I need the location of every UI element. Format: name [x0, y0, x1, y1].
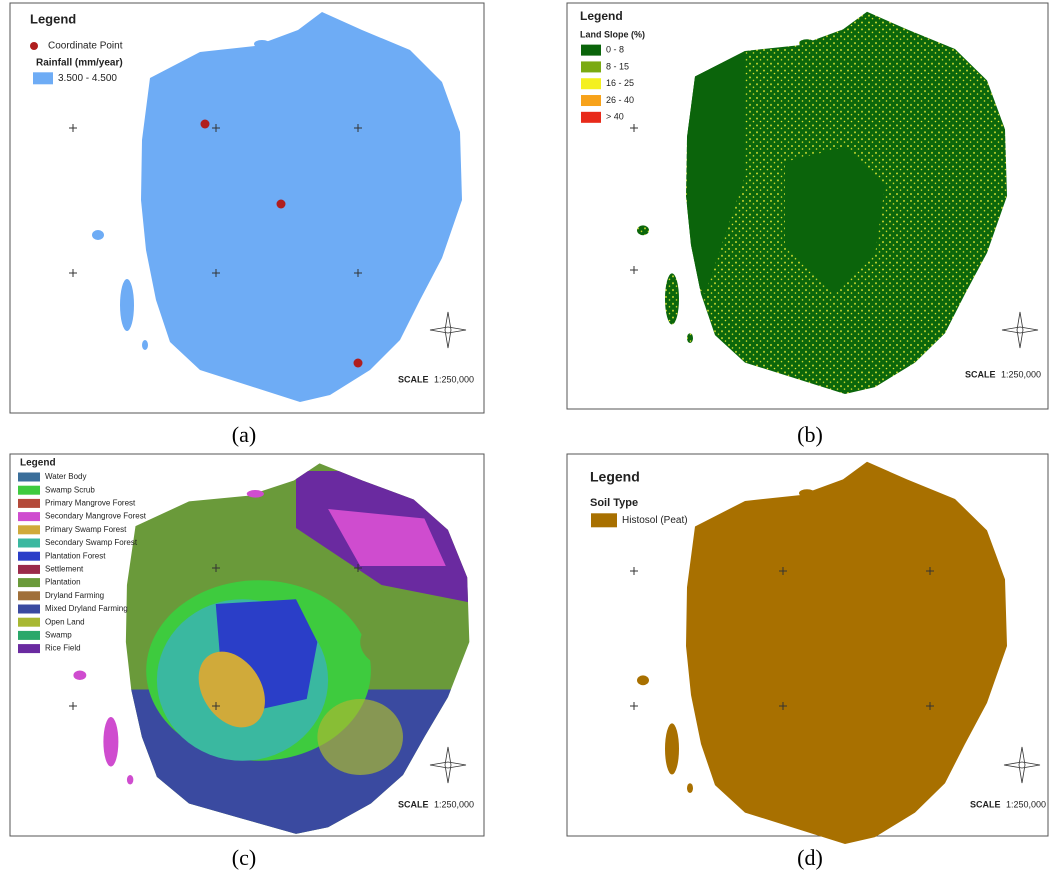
legend-label: 3.500 - 4.500: [58, 73, 117, 84]
legend-label: Histosol (Peat): [622, 515, 688, 526]
legend-swatch: [18, 499, 40, 508]
legend-title: Legend: [30, 11, 76, 26]
legend-label: > 40: [606, 112, 624, 122]
scale-label: SCALE: [398, 799, 429, 809]
legend-label: Water Body: [45, 472, 87, 481]
legend-label: Swamp Scrub: [45, 485, 95, 494]
legend-swatch: [18, 631, 40, 640]
legend-swatch: [18, 486, 40, 495]
legend-label: Secondary Mangrove Forest: [45, 512, 147, 521]
legend-label: Swamp: [45, 631, 72, 640]
legend-swatch: [18, 578, 40, 587]
legend-swatch: [18, 473, 40, 482]
legend-heading: Land Slope (%): [580, 29, 645, 39]
legend-label: 16 - 25: [606, 78, 634, 88]
legend-label: Plantation: [45, 578, 81, 587]
legend-label: 26 - 40: [606, 95, 634, 105]
legend-swatch: [581, 45, 601, 56]
legend-swatch: [591, 513, 617, 527]
scale-ratio: 1:250,000: [434, 799, 474, 809]
legend-label: Mixed Dryland Farming: [45, 604, 128, 613]
caption: (d): [797, 845, 823, 870]
figure: (a) Legend Coordinate Point Rainfall (mm/ye…: [0, 0, 1051, 877]
legend-swatch: [18, 525, 40, 534]
legend-heading: Rainfall (mm/year): [36, 58, 123, 69]
legend-label: Coordinate Point: [48, 41, 123, 52]
scale-label: SCALE: [970, 799, 1001, 809]
legend-swatch: [18, 565, 40, 574]
legend-swatch: [33, 72, 53, 84]
scale-ratio: 1:250,000: [1006, 799, 1046, 809]
legend-swatch: [581, 95, 601, 106]
caption: (c): [232, 845, 256, 870]
legend-swatch: [581, 78, 601, 89]
legend-label: Primary Swamp Forest: [45, 525, 127, 534]
legend-label: Rice Field: [45, 644, 81, 653]
legend-swatch: [18, 552, 40, 561]
legend-label: Settlement: [45, 565, 84, 574]
legend-label: 8 - 15: [606, 61, 629, 71]
scale-label: SCALE: [398, 374, 429, 384]
legend-label: Secondary Swamp Forest: [45, 538, 138, 547]
legend-title: Legend: [20, 458, 56, 469]
legend-swatch: [18, 644, 40, 653]
legend-label: 0 - 8: [606, 44, 624, 54]
legend-title: Legend: [590, 469, 640, 485]
caption: (b): [797, 422, 823, 447]
legend-swatch: [581, 61, 601, 72]
legend-point: [30, 42, 38, 50]
legend-title: Legend: [580, 9, 623, 23]
legend-label: Primary Mangrove Forest: [45, 499, 136, 508]
legend-heading: Soil Type: [590, 497, 638, 509]
legend-swatch: [18, 591, 40, 600]
legend-swatch: [581, 112, 601, 123]
legend-label: Dryland Farming: [45, 591, 104, 600]
legend-label: Plantation Forest: [45, 551, 106, 560]
scale-label: SCALE: [965, 369, 996, 379]
caption: (a): [232, 422, 256, 447]
legend-swatch: [18, 539, 40, 548]
scale-ratio: 1:250,000: [1001, 369, 1041, 379]
legend-swatch: [18, 618, 40, 627]
scale-ratio: 1:250,000: [434, 374, 474, 384]
legend-label: Open Land: [45, 617, 85, 626]
legend-swatch: [18, 605, 40, 614]
legend-swatch: [18, 512, 40, 521]
